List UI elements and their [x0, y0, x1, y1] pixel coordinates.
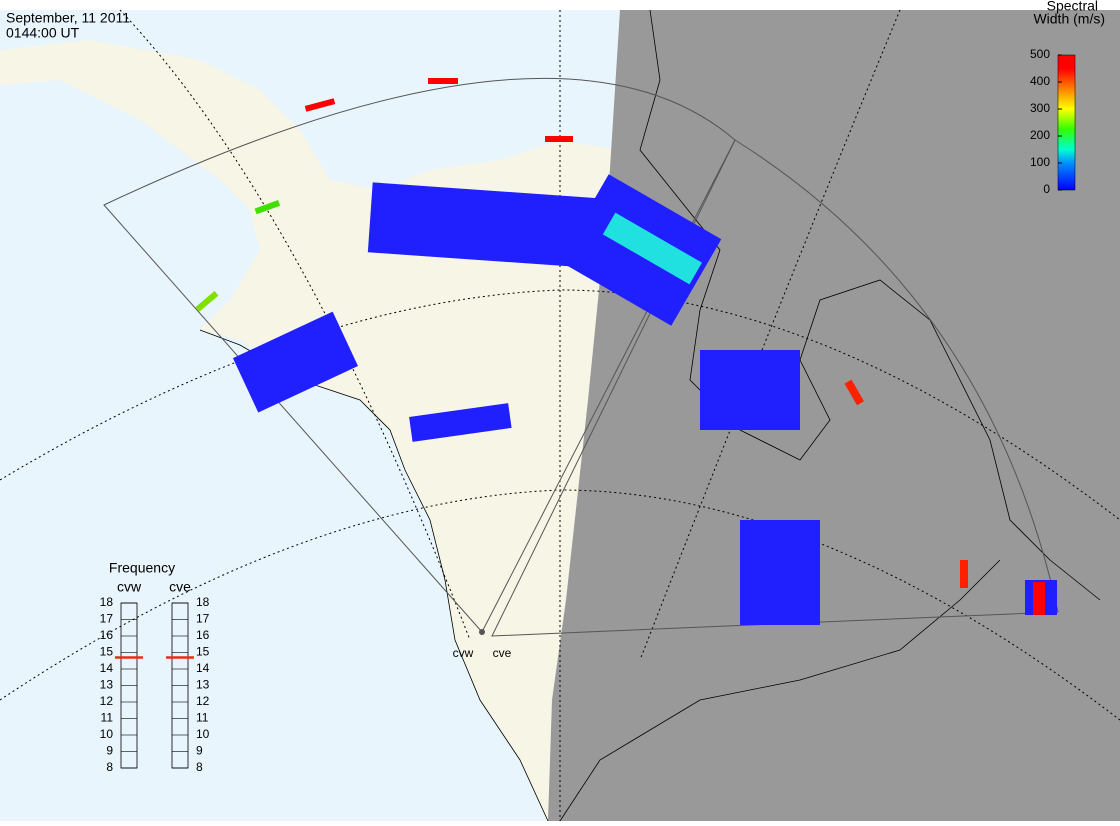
frequency-tick-label: 13 [100, 678, 114, 692]
time: 0144:00 UT [6, 25, 80, 41]
frequency-tick-label: 15 [196, 645, 210, 659]
frequency-tick-label: 8 [106, 760, 113, 774]
night-side [548, 10, 1120, 821]
site-label: cvw [453, 646, 474, 660]
radar-label: cvw [117, 579, 142, 595]
coastline [559, 559, 1001, 822]
frequency-tick-label: 14 [100, 661, 114, 675]
colorbar-tick-label: 0 [1043, 182, 1050, 196]
frequency-tick-label: 8 [196, 760, 203, 774]
echo-cell [254, 200, 281, 215]
echo-region [700, 350, 800, 430]
frequency-tick-label: 17 [196, 612, 210, 626]
colorbar-tick-label: 300 [1030, 101, 1050, 115]
frequency-tick-label: 11 [101, 711, 114, 725]
colorbar-tick-label: 200 [1030, 128, 1050, 142]
frequency-tick-label: 11 [196, 711, 209, 725]
colorbar-tick-label: 500 [1030, 47, 1050, 61]
frequency-tick-label: 13 [196, 678, 210, 692]
colorbar-title: Spectral [1047, 0, 1098, 14]
site-label: cve [493, 646, 512, 660]
frequency-tick-label: 14 [196, 661, 210, 675]
date: September, 11 2011 [6, 10, 130, 26]
frequency-tick-label: 12 [196, 694, 210, 708]
colorbar [1057, 54, 1076, 191]
echo-region [602, 212, 702, 285]
frequency-tick-label: 12 [100, 694, 114, 708]
colorbar-tick-label: 400 [1030, 74, 1050, 88]
frequency-tick-label: 16 [100, 628, 114, 642]
cvw-field-of-view [103, 77, 736, 633]
site-marker [479, 629, 485, 635]
echo-region [1033, 582, 1045, 615]
coastline [639, 9, 1101, 601]
echo-region [409, 403, 512, 442]
radar-label: cve [169, 579, 191, 595]
echo-cell [545, 136, 573, 142]
frequency-tick-label: 10 [196, 727, 210, 741]
frequency-tick-label: 17 [100, 612, 114, 626]
echo-cell [428, 78, 458, 84]
colorbar-tick-label: 100 [1030, 155, 1050, 169]
longitude-line [639, 9, 901, 661]
cve-field-of-view [491, 139, 1059, 637]
frequency-tick-label: 16 [196, 628, 210, 642]
echoes [195, 78, 1057, 625]
echo-cell [195, 291, 219, 312]
echo-region [232, 311, 358, 413]
frequency-tick-label: 18 [100, 595, 114, 609]
frequency-tick-label: 9 [106, 744, 113, 758]
frequency-tick-label: 15 [100, 645, 114, 659]
frequency-title: Frequency [109, 560, 175, 576]
echo-region [367, 182, 603, 269]
colorbar-title: Width (m/s) [1033, 11, 1105, 27]
frequency-tick-label: 18 [196, 595, 210, 609]
echo-cell [304, 98, 336, 112]
latitude-line [0, 289, 1120, 521]
echo-cell [844, 379, 864, 406]
echo-cell [960, 560, 968, 588]
echo-region [740, 520, 820, 625]
frequency-tick-label: 9 [196, 744, 203, 758]
frequency-tick-label: 10 [100, 727, 114, 741]
